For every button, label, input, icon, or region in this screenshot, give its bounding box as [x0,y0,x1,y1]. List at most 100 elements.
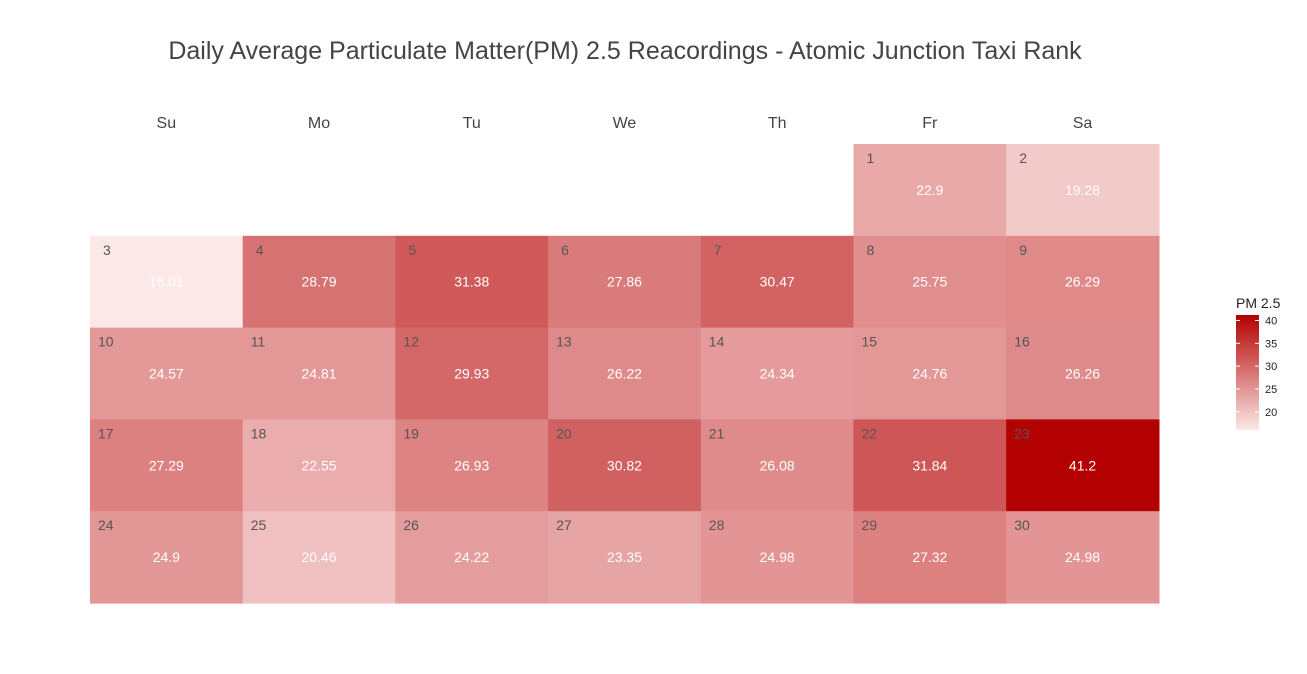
day-number: 17 [98,425,114,441]
heat-cell [548,327,702,420]
calendar-cell: 28 24.98 [700,511,855,604]
legend-title: PM 2.5 [1236,295,1281,311]
calendar-grid: 122.9219.28316.01428.79531.38627.86730.4… [90,144,1160,604]
day-number: 28 [709,517,725,533]
day-number: 29 [862,517,878,533]
day-number: 26 [403,517,419,533]
pm25-value-label: 31.84 [912,457,947,473]
calendar-cell: 25 20.46 [242,511,396,604]
legend-tick-label: 25 [1265,384,1277,396]
calendar-cell: 219.28 [1006,144,1160,237]
day-number: 7 [714,242,722,258]
pm25-value-label: 24.98 [760,549,795,565]
day-number: 11 [251,334,266,350]
weekday-label-mo: Mo [308,115,330,132]
calendar-cell: 30 24.98 [1006,511,1160,604]
weekday-label-sa: Sa [1073,115,1093,132]
heat-cell [548,511,702,604]
calendar-cell: 29 27.32 [853,511,1007,604]
pm25-value-label: 24.81 [302,366,337,382]
pm25-value-label: 26.93 [454,457,489,473]
pm25-value-label: 30.47 [760,274,795,290]
calendar-cell: 730.47 [700,235,855,329]
pm25-value-label: 28.79 [302,274,337,290]
pm25-value-label: 26.08 [760,457,795,473]
calendar-cell: 14 24.34 [700,327,855,420]
pm25-value-label: 23.35 [607,549,642,565]
calendar-cell: 825.75 [853,235,1007,329]
pm25-value-label: 29.93 [454,366,489,382]
heat-cell [242,327,396,420]
calendar-cell: 27 23.35 [548,511,702,604]
day-number: 27 [556,517,572,533]
heat-cell [1006,327,1160,420]
day-number: 23 [1014,425,1030,441]
day-number: 18 [251,425,267,441]
calendar-cell: 316.01 [90,235,244,329]
heat-cell [242,235,396,329]
pm25-value-label: 31.38 [454,274,489,290]
pm25-value-label: 19.28 [1065,182,1100,198]
legend: PM 2.5 20 25 30 35 40 [1236,295,1281,430]
calendar-cell: 12 29.93 [395,327,549,420]
calendar-cell: 24 24.9 [90,511,244,604]
heat-cell [395,419,549,512]
weekday-label-tu: Tu [463,115,481,132]
pm25-value-label: 22.55 [302,457,337,473]
calendar-cell: 11 24.81 [242,327,396,420]
pm25-value-label: 41.2 [1069,457,1096,473]
heat-cell [90,235,244,329]
heat-cell [1006,419,1160,512]
day-number: 14 [709,334,725,350]
calendar-cell: 13 26.22 [548,327,702,420]
calendar-cell: 122.9 [853,144,1007,237]
day-number: 1 [867,150,875,166]
calendar-cell: 23 41.2 [1006,419,1160,512]
calendar-cell: 10 24.57 [90,327,244,420]
heat-cell [90,511,244,604]
calendar-cell: 21 26.08 [700,419,855,512]
calendar-cell: 428.79 [242,235,396,329]
heat-cell [548,235,702,329]
heat-cell [853,419,1007,512]
calendar-cell: 531.38 [395,235,549,329]
pm25-value-label: 26.29 [1065,274,1100,290]
day-number: 19 [403,425,419,441]
pm25-value-label: 24.9 [153,549,180,565]
legend-tick-label: 30 [1265,361,1277,373]
heat-cell [700,511,855,604]
heat-cell [1006,235,1160,329]
pm25-value-label: 25.75 [912,274,947,290]
heat-cell [395,235,549,329]
pm25-value-label: 27.86 [607,274,642,290]
calendar-cell: 22 31.84 [853,419,1007,512]
heat-cell [90,419,244,512]
calendar-cell: 26 24.22 [395,511,549,604]
pm25-value-label: 22.9 [916,182,943,198]
pm25-value-label: 24.22 [454,549,489,565]
day-number: 3 [103,242,111,258]
day-number: 10 [98,334,114,350]
heat-cell [853,327,1007,420]
calendar-cell: 926.29 [1006,235,1160,329]
day-number: 4 [256,242,264,258]
pm25-value-label: 20.46 [302,549,337,565]
pm25-value-label: 30.82 [607,457,642,473]
calendar-cell: 20 30.82 [548,419,702,512]
legend-tick-label: 20 [1265,407,1277,419]
heat-cell [1006,511,1160,604]
legend-tick-label: 40 [1265,315,1277,327]
calendar-cell: 17 27.29 [90,419,244,512]
heat-cell [242,419,396,512]
day-number: 22 [862,425,878,441]
legend-colorbar [1236,315,1259,430]
pm25-value-label: 27.29 [149,457,184,473]
day-number: 13 [556,334,572,350]
heat-cell [395,511,549,604]
day-number: 6 [561,242,569,258]
calendar-cell: 19 26.93 [395,419,549,512]
weekday-label-th: Th [768,115,787,132]
weekday-label-su: Su [157,115,177,132]
heat-cell [853,235,1007,329]
